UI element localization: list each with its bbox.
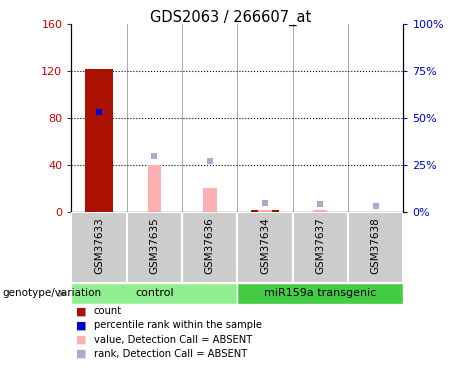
Text: GSM37638: GSM37638 <box>371 218 381 274</box>
Text: ■: ■ <box>76 335 87 345</box>
Bar <box>203 188 217 212</box>
Text: value, Detection Call = ABSENT: value, Detection Call = ABSENT <box>94 335 252 345</box>
Bar <box>237 212 293 283</box>
Text: ■: ■ <box>76 306 87 316</box>
Bar <box>127 212 182 283</box>
Bar <box>182 212 237 283</box>
Bar <box>313 210 327 212</box>
Bar <box>148 165 161 212</box>
Text: count: count <box>94 306 122 316</box>
Text: miR159a transgenic: miR159a transgenic <box>264 288 377 298</box>
Text: control: control <box>135 288 174 298</box>
Bar <box>348 212 403 283</box>
Text: GSM37636: GSM37636 <box>205 218 215 274</box>
Bar <box>258 210 272 212</box>
Bar <box>237 283 403 304</box>
Text: ■: ■ <box>76 321 87 330</box>
Text: percentile rank within the sample: percentile rank within the sample <box>94 321 261 330</box>
Text: GSM37633: GSM37633 <box>94 218 104 274</box>
Bar <box>71 212 127 283</box>
Text: GSM37634: GSM37634 <box>260 218 270 274</box>
Text: ■: ■ <box>76 349 87 359</box>
Text: GSM37637: GSM37637 <box>315 218 325 274</box>
Bar <box>71 283 237 304</box>
Text: rank, Detection Call = ABSENT: rank, Detection Call = ABSENT <box>94 349 247 359</box>
Bar <box>251 210 279 212</box>
Text: GSM37635: GSM37635 <box>149 218 160 274</box>
Bar <box>85 69 113 212</box>
Text: GDS2063 / 266607_at: GDS2063 / 266607_at <box>150 9 311 26</box>
Bar <box>293 212 348 283</box>
Text: genotype/variation: genotype/variation <box>2 288 101 298</box>
